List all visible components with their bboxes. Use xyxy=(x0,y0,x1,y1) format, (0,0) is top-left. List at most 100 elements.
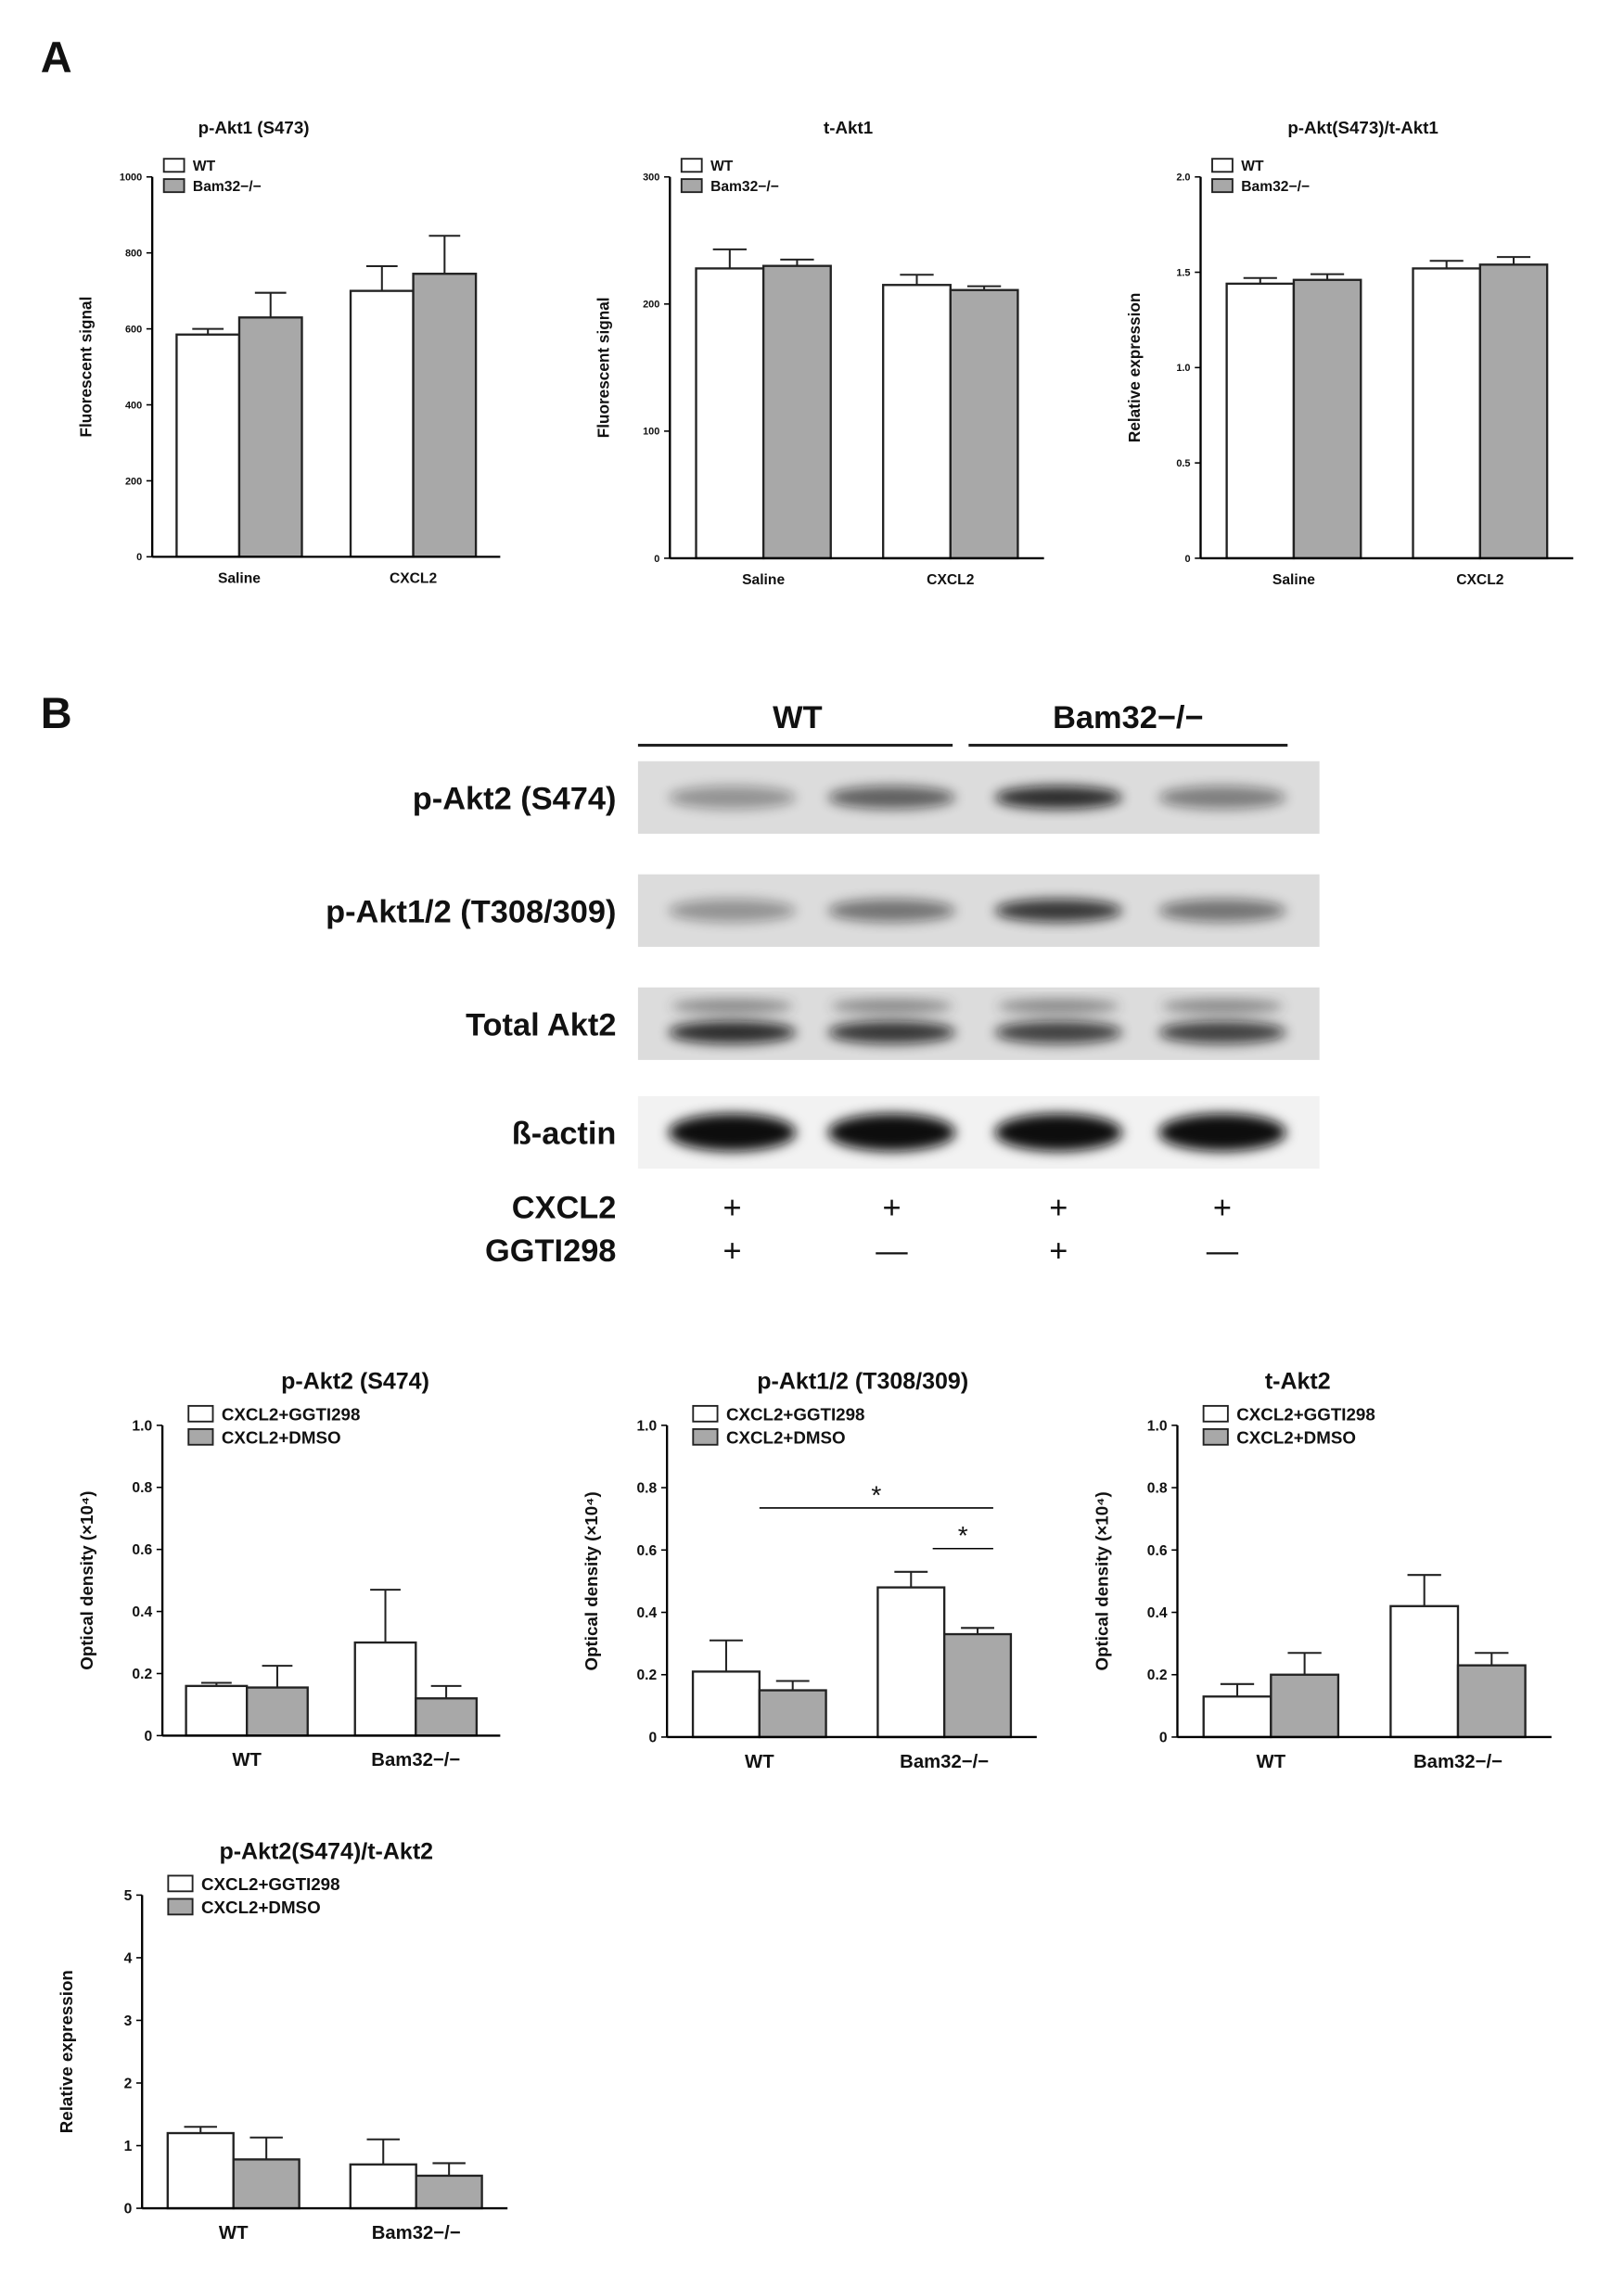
y-tick-label: 1 xyxy=(124,2139,133,2154)
bar xyxy=(758,1689,827,1739)
blot-band xyxy=(827,1113,956,1152)
blot-band xyxy=(994,899,1123,923)
blot-row-label: p-Akt2 (S474) xyxy=(413,781,617,816)
legend-label: CXCL2+DMSO xyxy=(222,1427,341,1447)
bar xyxy=(349,289,415,558)
x-tick-label: WT xyxy=(1257,1752,1286,1772)
blot-band xyxy=(668,1113,797,1152)
blot-band xyxy=(1158,1020,1286,1044)
legend-label: CXCL2+GGTI298 xyxy=(201,1874,340,1894)
error-bar xyxy=(1407,1574,1441,1606)
x-tick-label: Saline xyxy=(218,571,261,587)
error-bar xyxy=(249,2136,283,2160)
y-tick-label: 0 xyxy=(1159,1730,1168,1745)
bar xyxy=(1292,278,1362,560)
treatment-label: GGTI298 xyxy=(485,1233,616,1269)
bar xyxy=(1456,1664,1527,1739)
legend-swatch xyxy=(1211,158,1234,173)
y-tick-label: 0.2 xyxy=(636,1668,657,1683)
blot-band xyxy=(668,1020,797,1044)
treatment-sign: + xyxy=(722,1233,741,1269)
y-tick-label: 2 xyxy=(124,2076,133,2091)
y-tick-label: 0 xyxy=(1184,554,1190,565)
chart-title: t-Akt1 xyxy=(824,118,873,137)
y-tick-label: 300 xyxy=(643,173,659,184)
legend-label: Bam32−/− xyxy=(710,179,779,195)
y-tick-label: 0.4 xyxy=(636,1605,657,1621)
error-bar xyxy=(900,274,934,286)
y-axis-label: Optical density (×10⁴) xyxy=(582,1491,601,1670)
y-tick-label: 1.0 xyxy=(132,1418,152,1434)
blot-group-label: Bam32−/− xyxy=(1053,700,1203,735)
blot-band xyxy=(994,1113,1123,1152)
bar xyxy=(353,1641,417,1737)
bar xyxy=(1202,1695,1272,1739)
treatment-sign: — xyxy=(1207,1233,1239,1269)
y-tick-label: 400 xyxy=(125,400,142,411)
x-tick-label: CXCL2 xyxy=(390,571,438,587)
blot-band xyxy=(830,999,953,1014)
error-bar xyxy=(775,1680,810,1691)
error-bar xyxy=(432,2162,466,2176)
x-tick-label: WT xyxy=(219,2223,249,2243)
y-tick-label: 200 xyxy=(643,300,659,311)
legend-swatch xyxy=(680,158,703,173)
y-tick-label: 0.4 xyxy=(1147,1605,1168,1621)
blot-group-label: WT xyxy=(773,700,822,735)
blot-row-label: p-Akt1/2 (T308/309) xyxy=(326,894,616,929)
x-tick-label: Saline xyxy=(1272,572,1315,588)
y-tick-label: 1000 xyxy=(120,173,142,184)
blot-band xyxy=(668,786,797,810)
bar xyxy=(1225,282,1296,560)
bar xyxy=(949,288,1019,560)
x-tick-label: Bam32−/− xyxy=(372,2223,461,2243)
error-bar xyxy=(894,1570,928,1588)
treatment-sign: + xyxy=(722,1190,741,1225)
error-bar xyxy=(1496,256,1531,265)
y-tick-label: 0 xyxy=(144,1729,152,1745)
bar xyxy=(237,316,303,558)
y-tick-label: 600 xyxy=(125,324,142,335)
bar xyxy=(1412,267,1482,560)
legend-label: Bam32−/− xyxy=(1241,179,1310,195)
bar xyxy=(942,1632,1013,1739)
legend-label: WT xyxy=(1241,159,1264,174)
treatment-sign: + xyxy=(882,1190,901,1225)
error-bar xyxy=(365,264,398,291)
blot-band xyxy=(997,999,1119,1014)
y-axis-label: Relative expression xyxy=(57,1970,76,2133)
bar xyxy=(1270,1673,1340,1739)
legend-swatch xyxy=(692,1404,719,1423)
legend-swatch xyxy=(692,1427,719,1446)
panel-label: B xyxy=(41,689,72,737)
y-tick-label: 1.0 xyxy=(1147,1418,1168,1434)
y-tick-label: 4 xyxy=(124,1950,133,1966)
blot-band xyxy=(827,899,956,923)
error-bar xyxy=(1287,1652,1322,1675)
error-bar xyxy=(1429,260,1464,269)
legend-swatch xyxy=(680,178,703,194)
blot-band xyxy=(671,999,794,1014)
blot-band xyxy=(994,786,1123,810)
legend-swatch xyxy=(162,158,185,173)
y-tick-label: 0 xyxy=(136,552,142,563)
bar xyxy=(882,284,952,560)
y-tick-label: 0 xyxy=(654,554,659,565)
chart-title: t-Akt2 xyxy=(1265,1369,1331,1395)
error-bar xyxy=(254,291,287,318)
bar xyxy=(412,273,478,558)
legend-swatch xyxy=(167,1874,194,1893)
legend-swatch xyxy=(187,1404,214,1423)
legend-label: CXCL2+GGTI298 xyxy=(222,1404,361,1424)
significance-mark: * xyxy=(958,1521,968,1550)
y-tick-label: 0.6 xyxy=(1147,1543,1168,1559)
y-tick-label: 100 xyxy=(643,427,659,438)
legend-swatch xyxy=(187,1427,214,1446)
y-tick-label: 2.0 xyxy=(1176,173,1190,184)
chart-title: p-Akt2 (S474) xyxy=(281,1369,429,1395)
y-axis-label: Relative expression xyxy=(1125,293,1144,442)
treatment-sign: + xyxy=(1213,1190,1232,1225)
treatment-sign: + xyxy=(1049,1233,1068,1269)
x-tick-label: WT xyxy=(745,1752,774,1772)
y-tick-label: 0.6 xyxy=(636,1543,657,1559)
